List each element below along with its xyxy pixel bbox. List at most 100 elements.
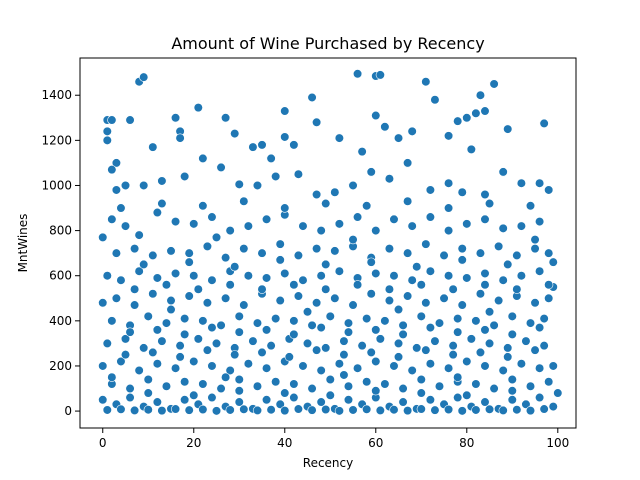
data-point bbox=[120, 334, 131, 344]
data-point bbox=[180, 171, 190, 182]
data-point bbox=[343, 381, 354, 391]
data-point bbox=[516, 178, 526, 188]
data-point bbox=[480, 268, 490, 279]
data-point bbox=[120, 221, 131, 231]
data-point bbox=[366, 167, 376, 177]
data-point bbox=[139, 259, 149, 270]
data-point bbox=[516, 271, 526, 281]
data-point bbox=[312, 298, 322, 308]
data-point bbox=[489, 79, 499, 89]
data-point bbox=[384, 174, 395, 184]
data-point bbox=[325, 390, 335, 400]
data-point bbox=[503, 352, 513, 362]
data-point bbox=[544, 185, 554, 195]
data-point bbox=[384, 295, 395, 306]
data-point bbox=[157, 336, 167, 346]
data-point bbox=[102, 405, 112, 415]
data-point bbox=[525, 406, 536, 416]
data-point bbox=[230, 350, 240, 360]
data-point bbox=[143, 311, 153, 321]
data-point bbox=[512, 250, 522, 261]
data-point bbox=[466, 144, 476, 154]
data-point bbox=[189, 356, 199, 367]
data-point bbox=[321, 259, 331, 270]
points-layer bbox=[98, 69, 563, 416]
y-tick-label: 1200 bbox=[41, 133, 72, 147]
data-point bbox=[316, 271, 326, 281]
data-point bbox=[298, 221, 308, 231]
data-point bbox=[484, 307, 495, 317]
data-point bbox=[170, 404, 181, 414]
data-point bbox=[425, 323, 435, 333]
data-point bbox=[503, 343, 513, 353]
data-point bbox=[180, 329, 190, 339]
data-point bbox=[148, 250, 158, 261]
data-point bbox=[380, 122, 390, 132]
data-point bbox=[407, 126, 417, 136]
data-point bbox=[425, 359, 435, 369]
data-point bbox=[412, 262, 422, 272]
data-point bbox=[221, 293, 231, 303]
data-point bbox=[234, 179, 244, 189]
data-point bbox=[98, 298, 108, 308]
data-point bbox=[366, 347, 376, 358]
data-point bbox=[271, 171, 281, 182]
data-point bbox=[421, 345, 431, 355]
data-point bbox=[225, 365, 235, 376]
data-point bbox=[266, 153, 276, 163]
data-point bbox=[371, 386, 381, 396]
data-point bbox=[512, 405, 522, 415]
data-point bbox=[416, 374, 426, 385]
data-point bbox=[102, 271, 112, 281]
data-point bbox=[375, 334, 385, 344]
data-point bbox=[125, 327, 135, 337]
data-point bbox=[457, 244, 467, 254]
data-point bbox=[548, 401, 558, 412]
data-point bbox=[544, 280, 554, 290]
data-point bbox=[462, 219, 472, 229]
data-point bbox=[239, 300, 249, 310]
data-point bbox=[143, 374, 153, 385]
data-point bbox=[457, 300, 467, 310]
data-point bbox=[289, 329, 299, 339]
data-point bbox=[248, 336, 258, 346]
data-point bbox=[366, 257, 376, 267]
data-point bbox=[471, 405, 481, 415]
data-point bbox=[193, 284, 203, 294]
data-point bbox=[403, 158, 413, 168]
data-point bbox=[471, 379, 481, 389]
data-point bbox=[198, 379, 208, 389]
data-point bbox=[271, 313, 281, 324]
data-point bbox=[170, 113, 181, 123]
data-point bbox=[143, 405, 153, 415]
data-point bbox=[280, 268, 290, 279]
data-point bbox=[548, 257, 558, 267]
data-point bbox=[403, 248, 413, 258]
x-tick-label: 20 bbox=[186, 436, 201, 450]
data-point bbox=[507, 329, 517, 339]
data-point bbox=[102, 135, 112, 145]
data-point bbox=[530, 298, 540, 308]
plot-frame bbox=[79, 57, 577, 429]
data-point bbox=[371, 325, 381, 335]
data-point bbox=[403, 406, 413, 416]
data-point bbox=[157, 198, 167, 209]
data-point bbox=[307, 92, 317, 103]
data-point bbox=[289, 379, 299, 389]
data-point bbox=[525, 381, 536, 391]
data-point bbox=[544, 248, 554, 258]
data-point bbox=[261, 363, 272, 373]
data-point bbox=[120, 350, 131, 360]
data-point bbox=[234, 386, 244, 396]
x-tick-label: 100 bbox=[546, 436, 569, 450]
data-point bbox=[352, 280, 363, 290]
data-point bbox=[243, 221, 253, 231]
data-point bbox=[516, 359, 526, 369]
data-point bbox=[293, 291, 304, 301]
y-axis-label: MntWines bbox=[16, 214, 30, 273]
data-point bbox=[161, 280, 172, 290]
data-point bbox=[389, 214, 399, 224]
y-tick-label: 800 bbox=[49, 224, 72, 238]
data-point bbox=[534, 266, 545, 276]
data-point bbox=[348, 180, 358, 191]
